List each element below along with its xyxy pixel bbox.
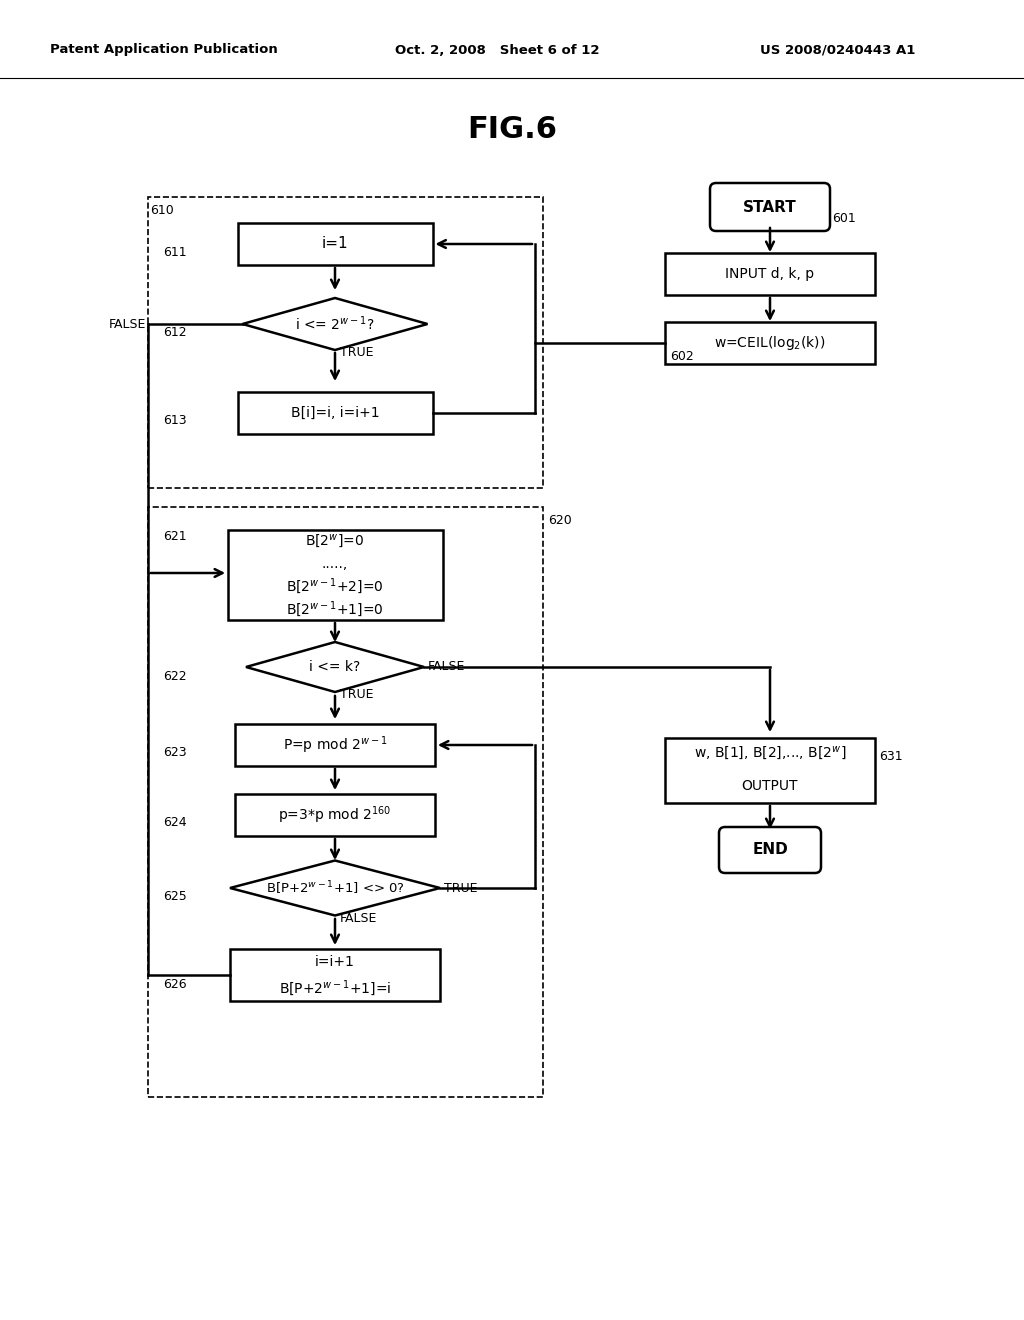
Text: 625: 625 [163,891,186,903]
Text: Patent Application Publication: Patent Application Publication [50,44,278,57]
Text: FIG.6: FIG.6 [467,116,557,144]
FancyBboxPatch shape [719,828,821,873]
Text: 610: 610 [150,205,174,218]
Text: i <= 2$^{w-1}$?: i <= 2$^{w-1}$? [295,314,375,333]
Text: 626: 626 [163,978,186,990]
Text: END: END [752,842,787,858]
Text: i <= k?: i <= k? [309,660,360,675]
Text: 622: 622 [163,669,186,682]
Text: 631: 631 [879,751,902,763]
Text: w, B[1], B[2],..., B[2$^w$]: w, B[1], B[2],..., B[2$^w$] [694,744,846,763]
Text: 620: 620 [548,515,571,528]
Text: B[2$^w$]=0: B[2$^w$]=0 [305,532,365,550]
FancyBboxPatch shape [234,795,435,836]
Text: FALSE: FALSE [428,660,465,673]
Text: i=i+1: i=i+1 [315,954,355,969]
FancyBboxPatch shape [665,738,874,803]
Polygon shape [246,642,424,692]
FancyBboxPatch shape [710,183,830,231]
Text: B[i]=i, i=i+1: B[i]=i, i=i+1 [291,407,379,420]
Text: 602: 602 [670,351,693,363]
Text: 613: 613 [163,414,186,428]
FancyBboxPatch shape [227,531,442,620]
Text: p=3*p mod 2$^{160}$: p=3*p mod 2$^{160}$ [279,804,392,826]
Text: B[2$^{w-1}$+2]=0: B[2$^{w-1}$+2]=0 [286,577,384,597]
Text: START: START [743,199,797,214]
Text: US 2008/0240443 A1: US 2008/0240443 A1 [760,44,915,57]
Text: Oct. 2, 2008   Sheet 6 of 12: Oct. 2, 2008 Sheet 6 of 12 [395,44,599,57]
Text: TRUE: TRUE [340,346,374,359]
Text: TRUE: TRUE [340,689,374,701]
Text: B[P+2$^{w-1}$+1]=i: B[P+2$^{w-1}$+1]=i [279,978,391,998]
FancyBboxPatch shape [665,253,874,294]
Text: OUTPUT: OUTPUT [741,779,799,793]
Text: 623: 623 [163,747,186,759]
FancyBboxPatch shape [665,322,874,364]
FancyBboxPatch shape [238,392,432,434]
Text: 621: 621 [163,531,186,544]
FancyBboxPatch shape [234,723,435,766]
Text: 611: 611 [163,246,186,259]
Text: 612: 612 [163,326,186,339]
Text: P=p mod 2$^{w-1}$: P=p mod 2$^{w-1}$ [283,734,387,756]
Text: B[P+2$^{w-1}$+1] <> 0?: B[P+2$^{w-1}$+1] <> 0? [265,879,404,896]
Text: 624: 624 [163,817,186,829]
Text: w=CEIL(log$_2$(k)): w=CEIL(log$_2$(k)) [714,334,825,352]
Text: .....,: ....., [322,557,348,570]
Polygon shape [230,861,440,916]
Text: FALSE: FALSE [109,318,146,330]
Text: i=1: i=1 [322,236,348,252]
Text: B[2$^{w-1}$+1]=0: B[2$^{w-1}$+1]=0 [286,599,384,619]
Polygon shape [243,298,427,350]
Text: FALSE: FALSE [340,912,378,924]
Text: INPUT d, k, p: INPUT d, k, p [725,267,814,281]
FancyBboxPatch shape [230,949,440,1001]
Text: TRUE: TRUE [444,882,477,895]
FancyBboxPatch shape [238,223,432,265]
Text: 601: 601 [831,211,856,224]
